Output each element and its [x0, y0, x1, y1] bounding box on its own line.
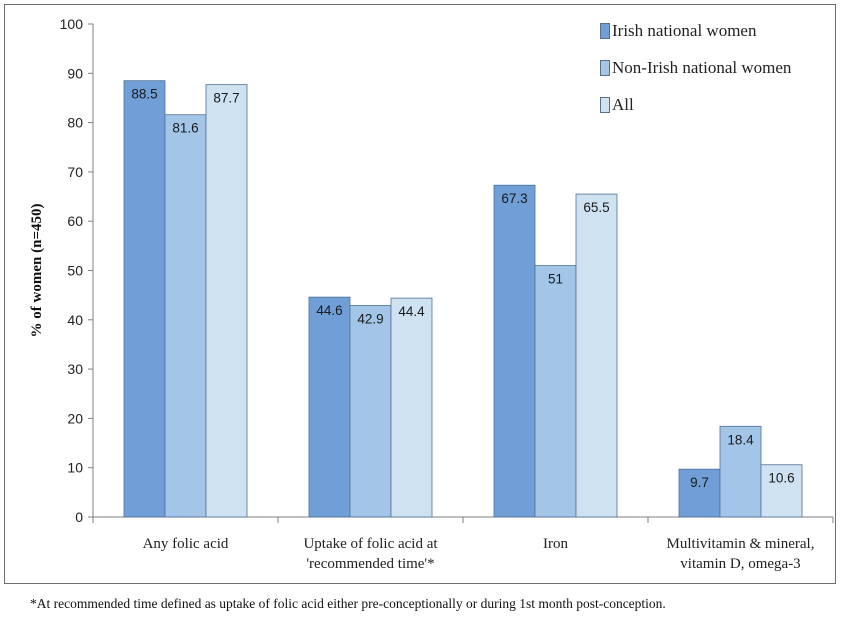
bar: [760, 464, 803, 518]
x-tick-label: vitamin D, omega-3: [680, 556, 800, 572]
y-tick-label: 30: [67, 361, 83, 377]
bar-data-label: 65.5: [583, 200, 609, 215]
legend-item-all: All: [600, 86, 832, 123]
x-tick-label: 'recommended time'*: [306, 556, 434, 572]
y-tick-label: 60: [67, 213, 83, 229]
y-tick-label: 100: [60, 16, 84, 32]
bar-data-label: 81.6: [172, 121, 198, 136]
bar: [349, 305, 392, 518]
y-tick-label: 80: [67, 115, 83, 131]
bar-data-label: 88.5: [131, 87, 157, 102]
bar: [575, 193, 618, 518]
bar-data-label: 10.6: [768, 471, 794, 486]
bar-chart: 0 10 20 30 40 50 60 70 80 90 100 % of women (n=450)…: [29, 16, 834, 572]
bar: [123, 80, 166, 518]
x-tick-label: Any folic acid: [143, 536, 229, 552]
bar-data-label: 51: [548, 272, 563, 287]
legend-swatch-non-irish: [600, 59, 610, 76]
legend: Irish national women Non-Irish national …: [600, 12, 832, 123]
x-tick-label: Multivitamin & mineral,: [667, 536, 815, 552]
legend-label-non-irish: Non-Irish national women: [612, 57, 792, 77]
y-tick-label: 10: [67, 460, 83, 476]
chart-frame: [4, 4, 836, 584]
bar: [493, 184, 536, 518]
legend-label-all: All: [612, 94, 634, 114]
bar-data-label: 87.7: [213, 91, 239, 106]
legend-item-irish: Irish national women: [600, 12, 832, 49]
bar-data-label: 44.4: [398, 304, 425, 319]
bar: [308, 296, 351, 518]
y-tick-label: 40: [67, 312, 83, 328]
y-tick-label: 20: [67, 410, 83, 426]
bar: [719, 425, 762, 518]
footnote: *At recommended time defined as uptake o…: [30, 596, 666, 611]
bar: [164, 114, 207, 518]
bar: [678, 468, 721, 518]
legend-swatch-irish: [600, 22, 610, 39]
y-tick-label: 70: [67, 164, 83, 180]
bar-data-label: 18.4: [727, 432, 754, 447]
bar: [205, 84, 248, 518]
bar-data-label: 67.3: [501, 191, 527, 206]
bar-data-label: 42.9: [357, 312, 383, 327]
y-axis-label: % of women (n=450): [29, 204, 45, 338]
legend-label-irish: Irish national women: [612, 20, 757, 40]
x-tick-label: Iron: [543, 536, 568, 552]
bar-data-label: 44.6: [316, 303, 342, 318]
x-tick-label: Uptake of folic acid at: [303, 536, 438, 552]
legend-item-non-irish: Non-Irish national women: [600, 49, 832, 86]
y-tick-label: 0: [75, 509, 83, 525]
legend-swatch-all: [600, 96, 610, 113]
bar: [390, 297, 433, 518]
y-tick-label: 90: [67, 65, 83, 81]
bar: [534, 265, 577, 518]
bar-data-label: 9.7: [690, 475, 709, 490]
y-tick-label: 50: [67, 263, 83, 279]
